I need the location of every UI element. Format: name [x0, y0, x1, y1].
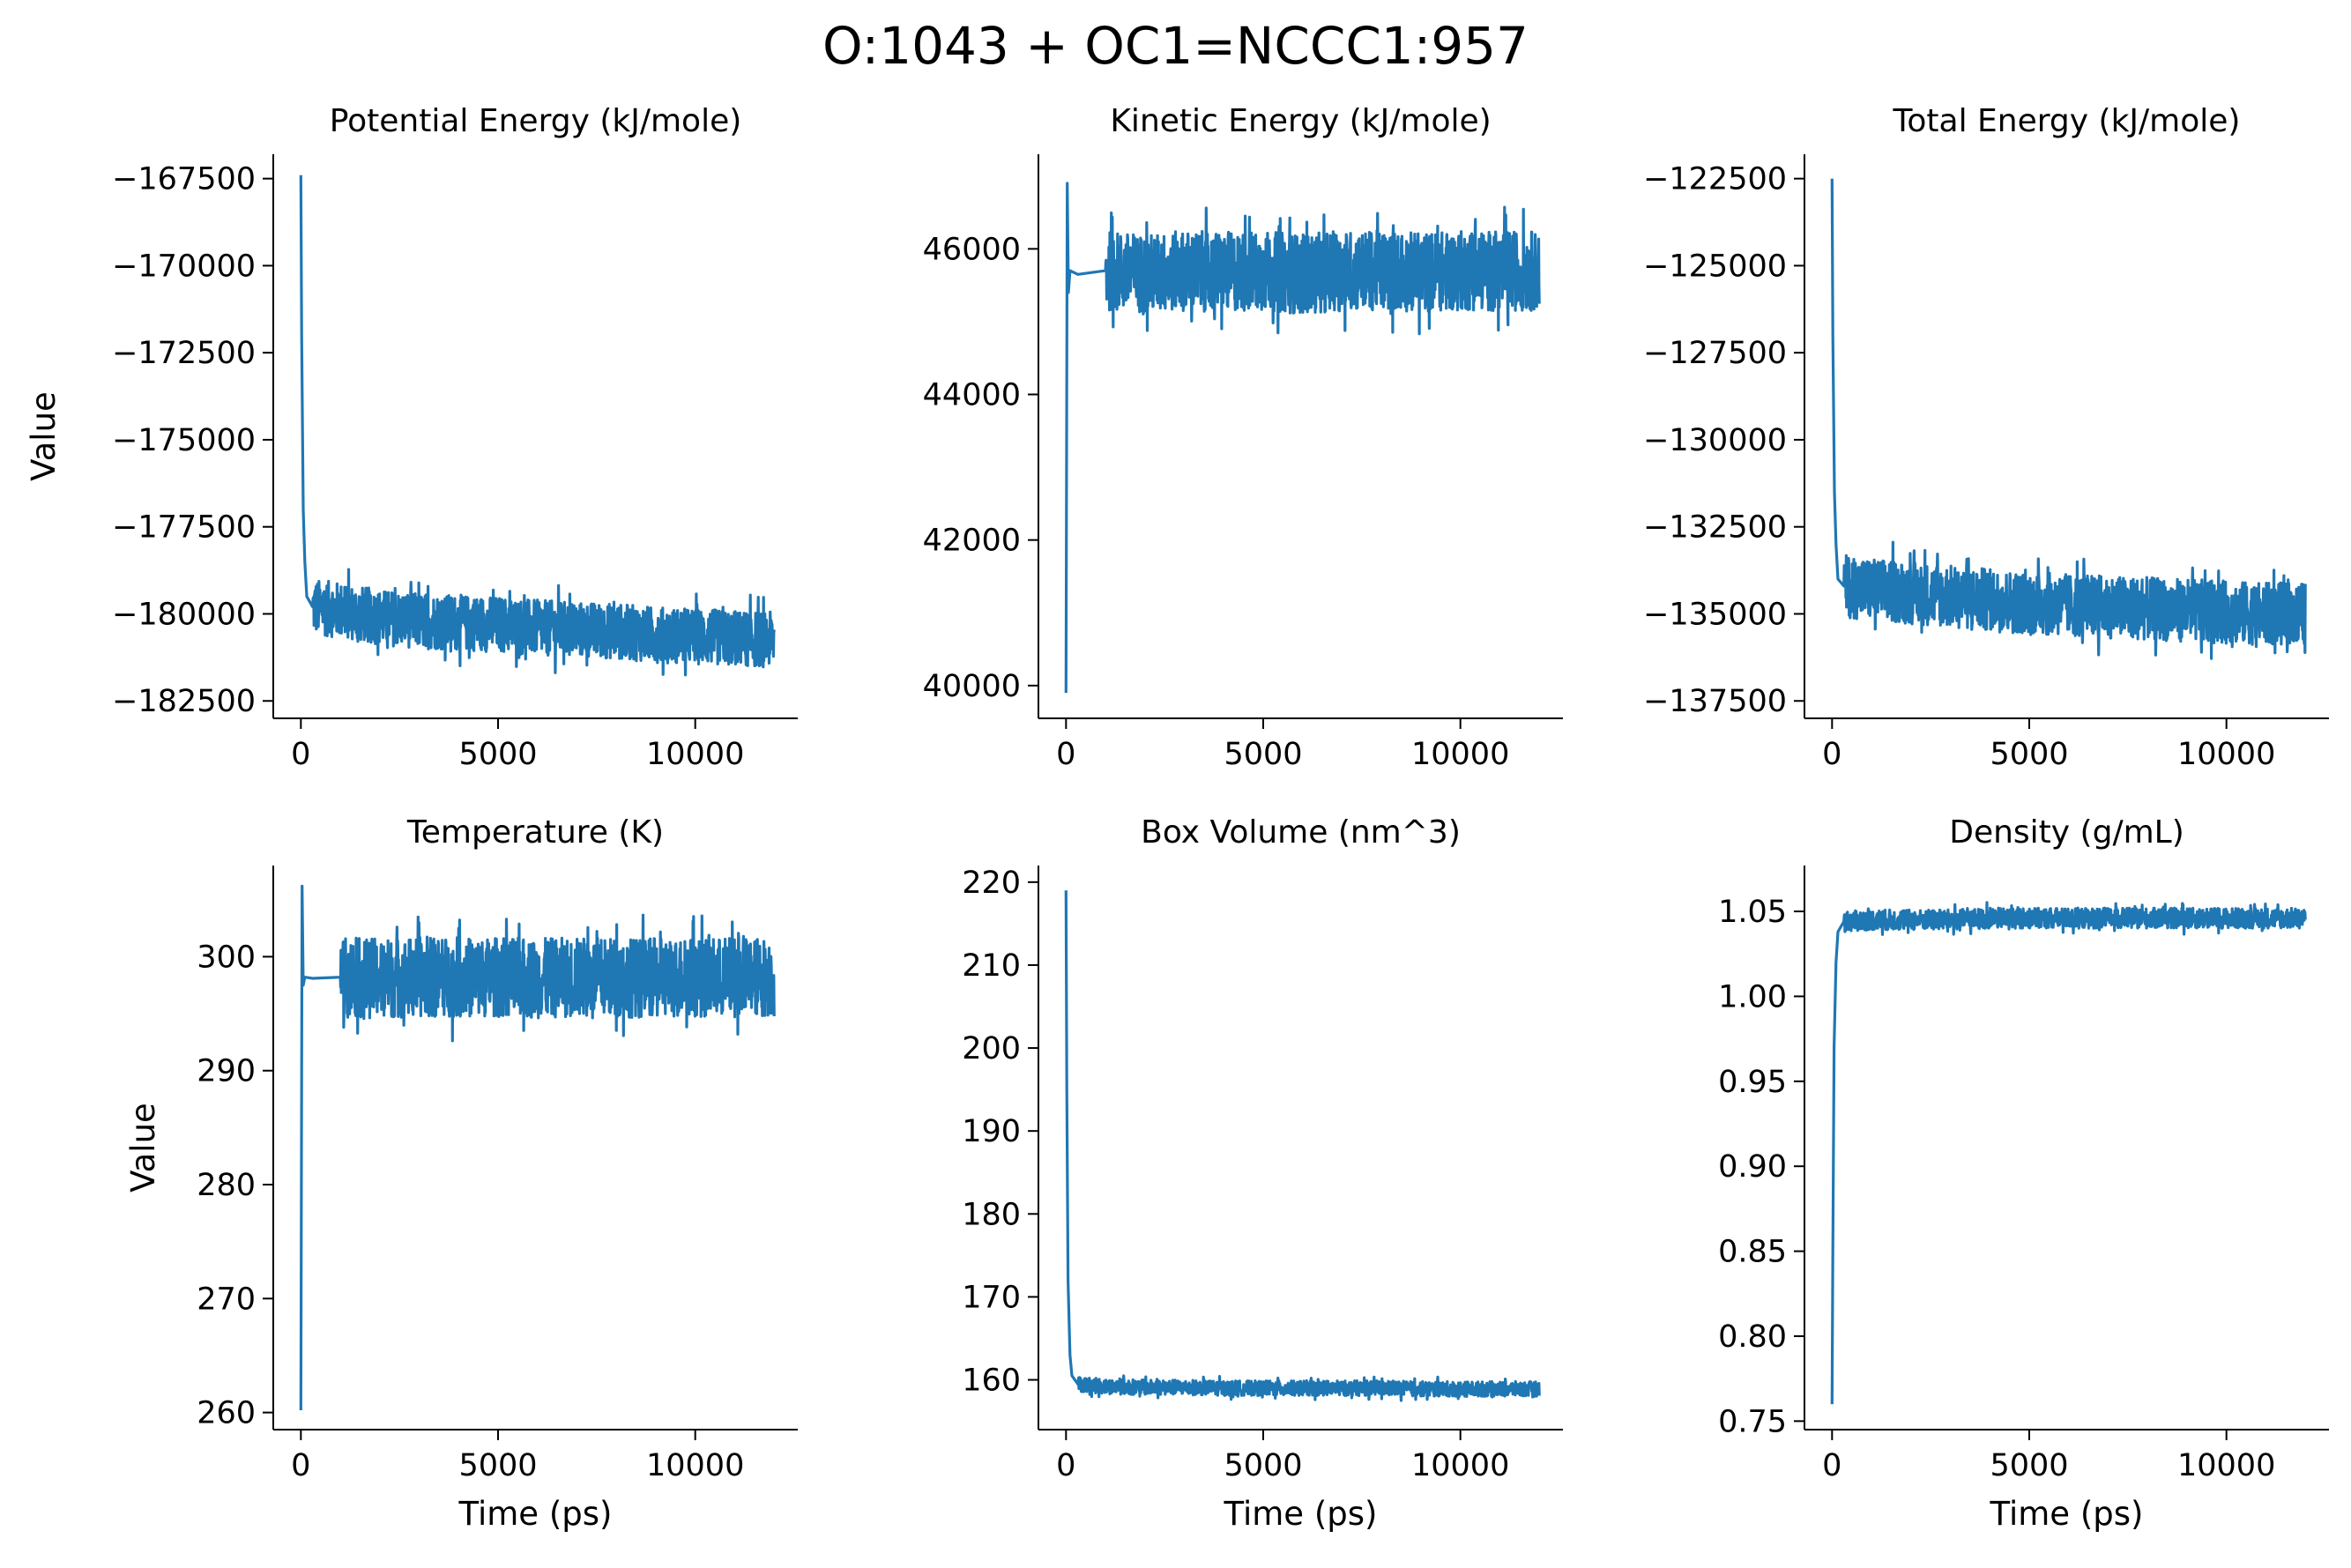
- subplot-title: Temperature (K): [406, 814, 664, 851]
- y-tick-label: −137500: [1643, 684, 1787, 719]
- y-tick-label: 0.80: [1718, 1319, 1787, 1355]
- series-line: [1830, 901, 2307, 1405]
- y-tick-label: −172500: [112, 336, 256, 371]
- y-tick-label: 260: [197, 1396, 256, 1431]
- y-axis-label: Value: [25, 391, 63, 481]
- subplot-title: Potential Energy (kJ/mole): [330, 103, 742, 139]
- x-tick-label: 10000: [2177, 737, 2275, 772]
- y-tick-label: −182500: [112, 684, 256, 719]
- y-tick-label: 1.05: [1718, 895, 1787, 930]
- x-tick-label: 5000: [458, 737, 537, 772]
- x-tick-label: 10000: [646, 1448, 744, 1483]
- subplot-title: Total Energy (kJ/mole): [1893, 103, 2241, 139]
- y-tick-label: 220: [962, 866, 1021, 901]
- y-axis-label: Value: [124, 1103, 162, 1193]
- y-tick-label: −180000: [112, 597, 256, 632]
- y-tick-label: 270: [197, 1282, 256, 1317]
- y-tick-label: −170000: [112, 249, 256, 284]
- x-tick-label: 10000: [1411, 737, 1509, 772]
- x-tick-label: 5000: [458, 1448, 537, 1483]
- subplot-title: Density (g/mL): [1949, 814, 2184, 851]
- y-tick-label: −177500: [112, 510, 256, 546]
- y-tick-label: −167500: [112, 162, 256, 197]
- y-tick-label: 180: [962, 1197, 1021, 1232]
- x-tick-label: 10000: [646, 737, 744, 772]
- y-tick-label: 190: [962, 1114, 1021, 1149]
- y-tick-label: 40000: [923, 669, 1021, 704]
- y-tick-label: −135000: [1643, 597, 1787, 632]
- x-axis-label: Time (ps): [458, 1495, 613, 1533]
- y-tick-label: 200: [962, 1031, 1021, 1066]
- x-tick-label: 0: [291, 1448, 310, 1483]
- y-tick-label: 160: [962, 1364, 1021, 1399]
- y-tick-label: 42000: [923, 524, 1021, 559]
- y-tick-label: 280: [197, 1168, 256, 1203]
- y-tick-label: −122500: [1643, 162, 1787, 197]
- y-tick-label: −132500: [1643, 510, 1787, 546]
- series-line: [299, 175, 776, 677]
- x-axis-label: Time (ps): [1990, 1495, 2144, 1533]
- subplot-1: Potential Energy (kJ/mole) 0 5000 10000 −167…: [25, 103, 798, 772]
- subplot-6: Density (g/mL) 0 5000 10000 0.75 0.80 0.85 0.90…: [1718, 814, 2329, 1533]
- x-tick-label: 5000: [1224, 1448, 1302, 1483]
- x-tick-label: 0: [291, 737, 310, 772]
- y-tick-label: 0.95: [1718, 1065, 1787, 1100]
- y-tick-label: −175000: [112, 423, 256, 458]
- y-tick-label: 0.75: [1718, 1404, 1787, 1439]
- y-tick-label: 46000: [923, 232, 1021, 267]
- x-tick-label: 0: [1822, 737, 1841, 772]
- series-line: [1064, 182, 1541, 694]
- figure-title: O:1043 + OC1=NCCC1:957: [822, 16, 1529, 76]
- x-tick-label: 0: [1822, 1448, 1841, 1483]
- x-tick-label: 0: [1056, 1448, 1075, 1483]
- y-tick-label: 300: [197, 940, 256, 975]
- x-tick-label: 10000: [2177, 1448, 2275, 1483]
- subplot-title: Box Volume (nm^3): [1141, 814, 1461, 851]
- series-line: [1064, 890, 1541, 1402]
- y-tick-label: 0.90: [1718, 1149, 1787, 1185]
- y-tick-label: −125000: [1643, 249, 1787, 284]
- subplot-5: Box Volume (nm^3) 0 5000 10000 160 170 180 190 2…: [962, 814, 1563, 1533]
- subplot-4: Temperature (K) 0 5000 10000 260 270 280 290 300…: [124, 814, 798, 1533]
- subplot-3: Total Energy (kJ/mole) 0 5000 10000 −122500 −…: [1643, 103, 2329, 772]
- subplot-2: Kinetic Energy (kJ/mole) 0 5000 10000 40000 4…: [923, 103, 1563, 772]
- subplot-title: Kinetic Energy (kJ/mole): [1110, 103, 1491, 139]
- x-tick-label: 5000: [1224, 737, 1302, 772]
- y-tick-label: −130000: [1643, 423, 1787, 458]
- y-tick-label: 290: [197, 1054, 256, 1089]
- y-tick-label: −127500: [1643, 336, 1787, 371]
- y-tick-label: 1.00: [1718, 979, 1787, 1014]
- y-tick-label: 0.85: [1718, 1235, 1787, 1270]
- x-tick-label: 5000: [1990, 1448, 2068, 1483]
- x-axis-label: Time (ps): [1224, 1495, 1378, 1533]
- x-tick-label: 0: [1056, 737, 1075, 772]
- y-tick-label: 210: [962, 948, 1021, 984]
- x-tick-label: 10000: [1411, 1448, 1509, 1483]
- series-line: [1830, 178, 2307, 660]
- y-tick-label: 44000: [923, 378, 1021, 413]
- x-tick-label: 5000: [1990, 737, 2068, 772]
- series-line: [299, 884, 776, 1411]
- y-tick-label: 170: [962, 1280, 1021, 1315]
